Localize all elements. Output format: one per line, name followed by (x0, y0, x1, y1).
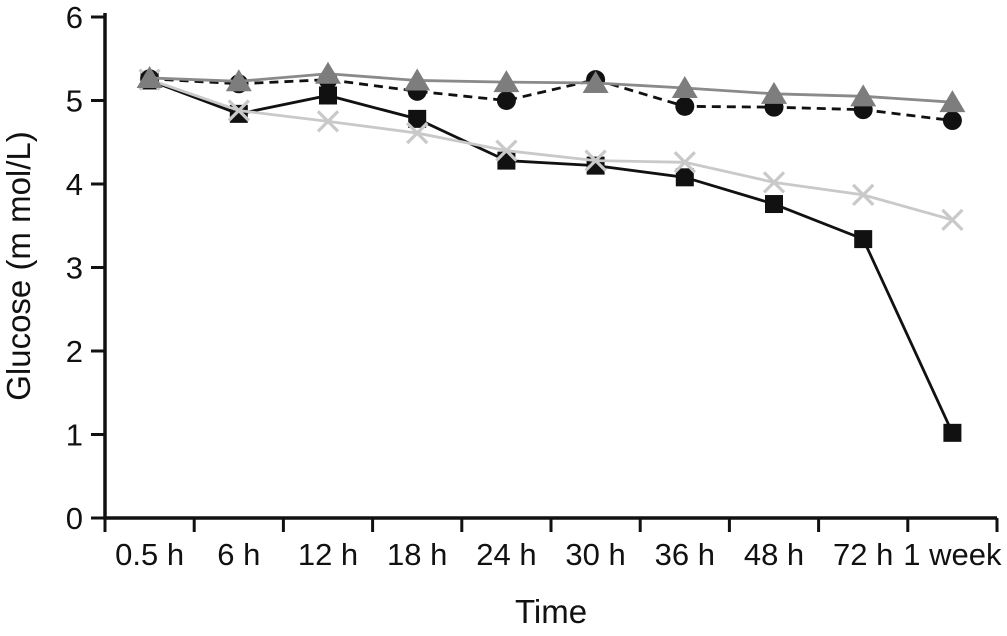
marker-square (319, 86, 337, 105)
marker-x-stroke (584, 149, 607, 172)
marker-x-stroke (762, 171, 786, 194)
marker-x-stroke (406, 121, 429, 145)
marker-square (854, 230, 873, 249)
line-triangle-gray-solid (149, 72, 953, 104)
x-tick-label: 0.5 h (115, 537, 184, 572)
marker-x-stroke (227, 99, 250, 122)
y-tick-label: 5 (66, 84, 83, 119)
x-tick-label: 6 h (217, 537, 260, 572)
marker-square (408, 109, 427, 128)
marker-x-stroke (852, 183, 875, 206)
x-tick-label: 24 h (476, 537, 536, 572)
marker-triangle (939, 90, 966, 113)
y-axis-title: Glucose (m mol/L) (0, 131, 37, 401)
y-tick-label: 3 (66, 251, 83, 286)
x-tick-label: 12 h (298, 537, 358, 572)
series-x-lightgray-solid (138, 68, 964, 232)
marker-x (673, 151, 696, 174)
marker-square (497, 151, 516, 170)
y-tick-label: 6 (66, 0, 83, 35)
marker-square (943, 423, 962, 442)
marker-triangle (315, 61, 341, 84)
marker-x (941, 208, 964, 232)
series-triangle-gray-solid (136, 61, 966, 113)
marker-triangle (404, 68, 431, 91)
marker-x (495, 139, 518, 162)
marker-triangle (761, 81, 787, 104)
line-x-lightgray-solid (149, 78, 953, 222)
y-tick-label: 4 (66, 167, 83, 202)
marker-triangle (671, 75, 698, 98)
marker-square (675, 168, 694, 187)
marker-x-stroke (316, 110, 340, 133)
marker-x (762, 171, 786, 194)
x-tick-label: 36 h (655, 537, 715, 572)
marker-triangle (136, 65, 163, 88)
marker-x-stroke (673, 151, 696, 174)
y-axis: 0 1 2 3 4 5 6 (66, 0, 105, 536)
x-tick-label: 18 h (387, 537, 447, 572)
series-square-black-solid (140, 71, 962, 442)
line-circle-black-dashed (149, 77, 953, 122)
marker-triangle (582, 70, 609, 93)
marker-x (852, 183, 875, 206)
marker-x (584, 149, 607, 172)
marker-triangle (225, 69, 252, 92)
marker-circle (675, 96, 695, 116)
x-axis: 0.5 h 6 h 12 h 18 h 24 h 30 h 36 h 48 h 72 h 1 we… (103, 518, 1002, 572)
marker-x-stroke (941, 208, 964, 232)
y-tick-label: 1 (66, 418, 83, 453)
y-tick-label: 0 (66, 501, 83, 536)
y-tick-label: 2 (66, 334, 83, 369)
x-axis-title: Time (515, 593, 587, 630)
x-tick-label: 1 week (903, 537, 1002, 572)
x-tick-label: 72 h (833, 537, 893, 572)
x-tick-label: 30 h (565, 537, 625, 572)
marker-x (406, 121, 429, 145)
marker-x (227, 99, 250, 122)
marker-x-stroke (495, 139, 518, 162)
marker-circle (496, 91, 516, 110)
plot-area: 0 1 2 3 4 5 6 0.5 h 6 h 12 h 18 h 24 h 30 h 36 h 48 h 7… (66, 0, 1002, 572)
marker-x (316, 110, 340, 133)
marker-triangle (493, 70, 520, 93)
x-tick-label: 48 h (744, 537, 804, 572)
marker-circle (942, 111, 962, 131)
line-square-black-solid (149, 79, 954, 434)
marker-square (765, 195, 783, 214)
marker-triangle (850, 84, 877, 107)
